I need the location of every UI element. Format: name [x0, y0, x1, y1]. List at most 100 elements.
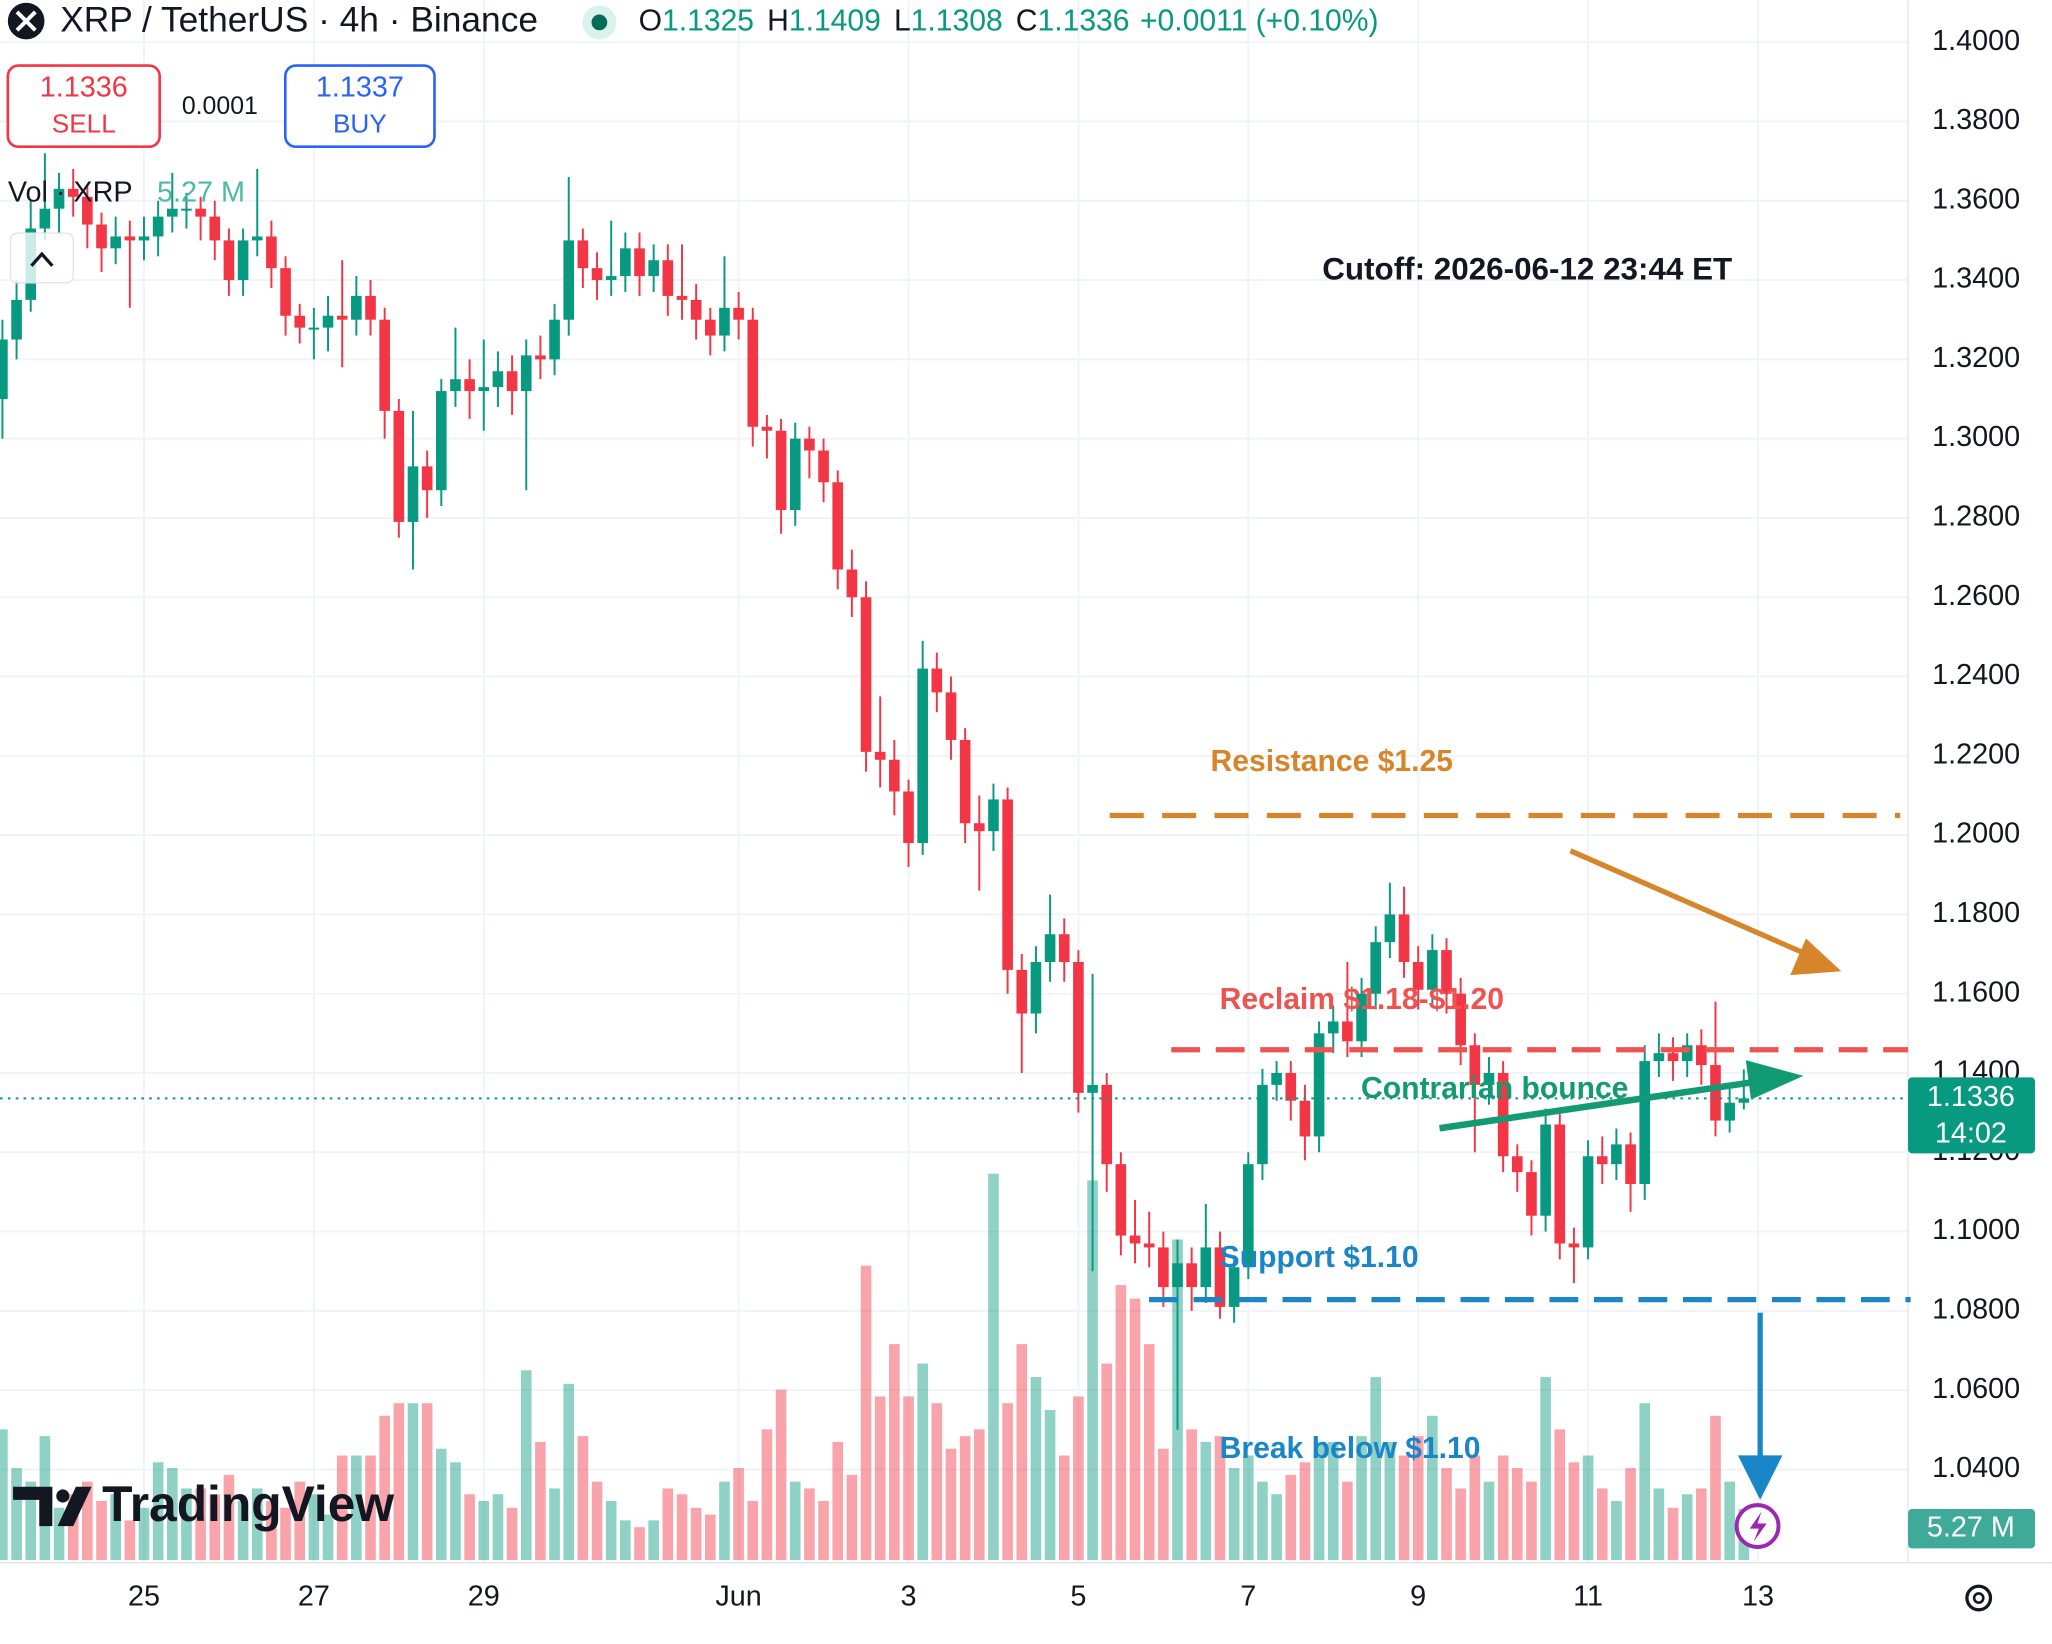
x-tick-label: 3: [900, 1581, 916, 1613]
ohlc-key: H: [767, 4, 789, 37]
y-tick-label: 1.3200: [1932, 342, 2020, 374]
candle-body: [1483, 1072, 1495, 1085]
x-tick-label: 27: [298, 1581, 330, 1613]
candle-body: [1511, 1156, 1523, 1173]
candle-body: [577, 240, 589, 269]
volume-bar: [648, 1520, 659, 1561]
candle-body: [209, 216, 221, 241]
candle-body: [1313, 1033, 1325, 1137]
candle-body: [223, 240, 235, 281]
settings-icon[interactable]: [1972, 1592, 1985, 1604]
candle-body: [1299, 1100, 1311, 1137]
candle-body: [1271, 1072, 1282, 1085]
volume-bar: [478, 1501, 490, 1561]
volume-bar: [96, 1501, 107, 1561]
candle-body: [620, 248, 631, 277]
sell-label[interactable]: SELL: [52, 109, 116, 139]
candle-body: [549, 319, 560, 360]
volume-bar: [973, 1429, 985, 1561]
volume-bar: [1696, 1488, 1707, 1561]
volume-bar: [166, 1468, 178, 1561]
candle-body: [492, 371, 504, 388]
arrow-head: [1737, 1455, 1783, 1500]
candle-body: [1625, 1144, 1636, 1185]
collapse-button[interactable]: [9, 232, 74, 284]
candle-body: [1441, 950, 1452, 994]
volume-bar: [251, 1488, 263, 1561]
candle-body: [789, 438, 801, 511]
candle-body: [124, 236, 136, 241]
status-dot: [591, 14, 608, 31]
volume-bar: [464, 1494, 475, 1561]
logo-mark: [57, 1486, 92, 1527]
volume-bar: [351, 1455, 362, 1561]
volume-bar: [903, 1396, 914, 1561]
volume-bar: [520, 1370, 532, 1561]
volume-bar: [280, 1507, 291, 1561]
y-tick-label: 1.3600: [1932, 183, 2020, 215]
volume-bar: [704, 1514, 716, 1561]
candle-body: [237, 240, 249, 281]
cutoff-label: Cutoff: 2026-06-12 23:44 ET: [1322, 251, 1732, 286]
candle-body: [662, 260, 674, 296]
candle-body: [0, 339, 8, 399]
candle-body: [676, 295, 688, 300]
volume-bar: [25, 1481, 37, 1561]
volume-bar: [1313, 1441, 1325, 1561]
volume-bar: [1469, 1455, 1481, 1561]
volume-bar: [860, 1265, 872, 1561]
volume-bar: [450, 1462, 461, 1561]
candle-body: [138, 236, 150, 241]
buy-label[interactable]: BUY: [333, 109, 387, 139]
support-label: Support $1.10: [1220, 1241, 1419, 1274]
volume-bar: [1271, 1494, 1282, 1561]
candle-body: [1129, 1235, 1141, 1244]
volume-bar: [605, 1501, 617, 1561]
volume-bar: [662, 1488, 674, 1561]
y-tick-label: 1.0600: [1932, 1373, 2020, 1405]
y-tick-label: 1.2600: [1932, 580, 2020, 612]
candle-body: [832, 482, 844, 570]
ohlc-key: L: [894, 4, 911, 37]
volume-bar: [365, 1455, 376, 1561]
volume-bar: [1242, 1455, 1254, 1561]
volume-bar: [1384, 1441, 1396, 1561]
buy-price[interactable]: 1.1337: [316, 72, 404, 104]
candle-body: [1455, 993, 1466, 1046]
candle-body: [166, 208, 178, 217]
candle-body: [450, 379, 461, 392]
candle-body: [1285, 1072, 1297, 1101]
sell-price[interactable]: 1.1336: [40, 72, 128, 104]
y-tick-label: 1.3400: [1932, 263, 2020, 295]
volume-bar: [789, 1481, 801, 1561]
alert-bolt[interactable]: [1749, 1511, 1767, 1542]
change: +0.0011 (+0.10%): [1140, 4, 1379, 37]
candle-body: [1200, 1247, 1212, 1288]
settings-icon[interactable]: [1965, 1584, 1993, 1612]
candle-body: [1002, 799, 1013, 970]
candle-body: [1611, 1144, 1622, 1165]
volume-bar: [1427, 1415, 1438, 1561]
volume-bar: [1398, 1455, 1410, 1561]
buy-button[interactable]: [283, 64, 436, 149]
x-tick-label: 7: [1240, 1581, 1256, 1613]
candle-body: [1412, 961, 1424, 990]
volume-bar: [1129, 1298, 1141, 1561]
volume-bar: [591, 1481, 603, 1561]
x-tick-label: 13: [1742, 1581, 1774, 1613]
candle-body: [393, 410, 405, 522]
ohlc-key: O: [639, 4, 662, 37]
candle-body: [1158, 1247, 1169, 1288]
logo-mark: [56, 1489, 70, 1503]
candle-body: [733, 307, 744, 320]
chevron[interactable]: [30, 251, 54, 267]
volume-bar: [988, 1173, 999, 1561]
sell-button[interactable]: [6, 64, 161, 149]
price-box: [1908, 1077, 2035, 1154]
candle-body: [1384, 914, 1396, 943]
volume-bar: [308, 1494, 320, 1561]
volume-label: 5.27 M: [1927, 1511, 2015, 1543]
volume-legend-value: 5.27 M: [157, 176, 245, 208]
